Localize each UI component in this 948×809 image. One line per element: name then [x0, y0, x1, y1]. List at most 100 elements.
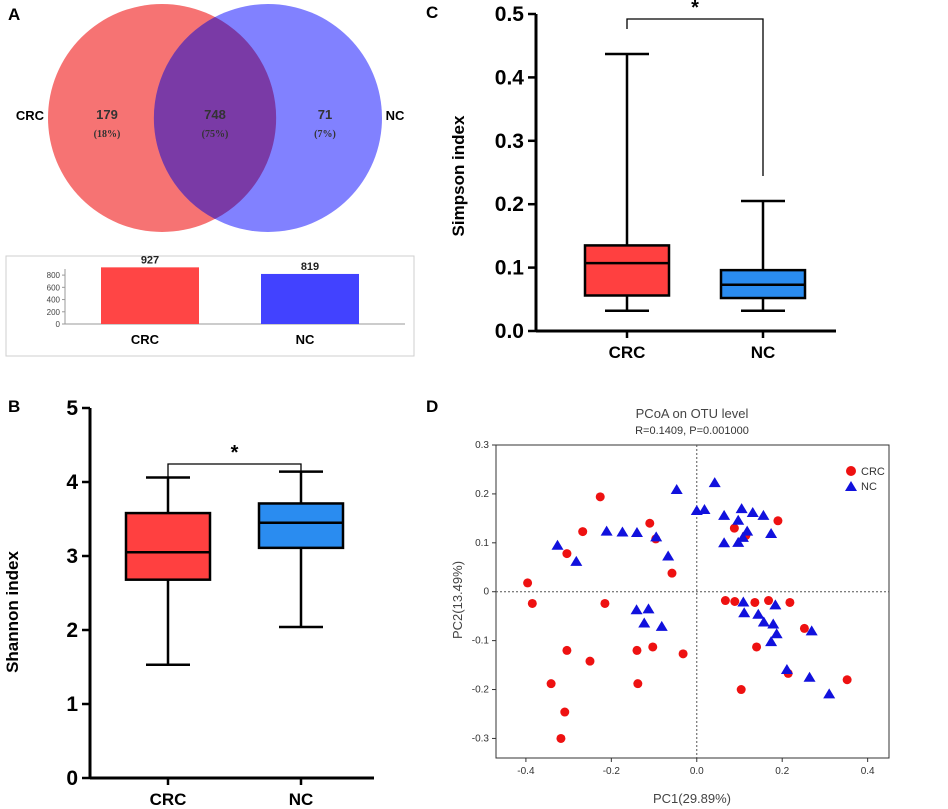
point-crc	[645, 518, 655, 528]
point-nc	[757, 509, 770, 520]
panel-label-c: C	[426, 3, 438, 22]
y-axis-title-c: Simpson index	[449, 115, 468, 236]
bar-nc	[261, 273, 359, 324]
y-tick-label: 0.0	[495, 320, 524, 343]
y-tick-label: 0.4	[495, 66, 525, 89]
significance-star: *	[691, 0, 699, 19]
point-nc	[638, 617, 651, 628]
point-nc	[741, 525, 754, 536]
bar-y-tick-label: 0	[56, 320, 61, 329]
point-crc	[729, 523, 739, 533]
point-nc	[662, 550, 675, 561]
bar-crc	[101, 267, 199, 324]
plot-c: 0.0 0.1 0.2 0.3 0.4 0.5 CRC NC *	[495, 0, 836, 362]
y-tick-label: 0.5	[495, 3, 525, 26]
venn-value-crc-only: 179	[96, 107, 118, 122]
point-nc	[708, 477, 721, 488]
legend-label-nc: NC	[861, 481, 877, 493]
point-crc	[750, 597, 760, 607]
chart-subtitle-d: R=0.1409, P=0.001000	[635, 425, 749, 437]
box-crc	[124, 511, 212, 581]
y-tick-label: 3	[66, 545, 78, 568]
point-nc	[736, 531, 749, 542]
point-nc	[718, 509, 731, 520]
venn-percent-nc-only: (7%)	[314, 129, 336, 140]
point-crc	[585, 656, 595, 666]
x-tick-label-d: -0.2	[603, 766, 621, 777]
significance-star: *	[231, 442, 239, 464]
y-tick-label: 1	[66, 693, 78, 716]
y-tick-label: 4	[66, 471, 78, 494]
y-tick-label: 0.2	[495, 193, 524, 216]
bar-x-label-nc: NC	[296, 332, 315, 347]
bar-value-label-nc: 819	[301, 261, 319, 273]
point-nc	[757, 616, 770, 627]
venn-set-label-nc: NC	[386, 108, 405, 123]
point-nc	[655, 620, 668, 631]
y-tick-label-d: -0.2	[472, 685, 490, 696]
point-crc	[600, 598, 610, 608]
y-tick-label-d: -0.1	[472, 636, 490, 647]
point-crc	[546, 679, 556, 689]
plot-frame-d	[495, 444, 890, 759]
y-tick-label-d: 0.3	[475, 440, 489, 451]
point-nc	[738, 607, 751, 618]
box-nc	[257, 502, 345, 550]
point-nc	[642, 603, 655, 614]
bar-y-tick-label: 200	[47, 308, 61, 317]
point-crc	[785, 597, 795, 607]
point-crc	[842, 675, 852, 685]
venn-value-nc-only: 71	[318, 107, 332, 122]
y-axis-title-b: Shannon index	[3, 551, 22, 673]
point-nc	[823, 688, 836, 699]
x-tick-label-d: 0.4	[861, 766, 875, 777]
venn-percent-shared: (75%)	[202, 129, 229, 140]
y-tick-label: 5	[66, 397, 78, 420]
point-crc	[720, 596, 730, 606]
bar-x-label-crc: CRC	[131, 332, 160, 347]
y-tick-label-d: 0.2	[475, 489, 489, 500]
point-crc	[736, 685, 746, 695]
bar-inset-frame	[5, 255, 415, 357]
venn-percent-crc-only: (18%)	[94, 129, 121, 140]
x-tick-label-nc: NC	[751, 343, 776, 362]
point-nc	[752, 608, 765, 619]
panel-label-d: D	[426, 397, 438, 416]
point-nc	[600, 525, 613, 536]
point-crc	[632, 645, 642, 655]
point-nc	[765, 528, 778, 539]
point-crc	[730, 597, 740, 606]
legend-label-crc: CRC	[861, 466, 885, 478]
point-crc	[773, 516, 783, 526]
point-nc	[670, 483, 683, 494]
point-crc	[562, 549, 572, 559]
point-crc	[523, 578, 533, 588]
point-crc	[578, 527, 588, 537]
point-nc	[551, 539, 564, 550]
bar-chart-a: 0 200 400 600 800 927 CRC 819 NC	[47, 254, 405, 347]
x-tick-label-d: 0.0	[690, 766, 704, 777]
panel-label-b: B	[8, 397, 20, 416]
point-nc	[735, 503, 748, 514]
panel-a: A CRC NC 179 (18%) 748 (75%) 71 (7%) 0 20…	[5, 4, 415, 357]
point-nc	[765, 636, 778, 647]
y-tick-label: 0.3	[495, 130, 524, 153]
y-axis-title-d: PC2(13.49%)	[450, 561, 465, 639]
point-crc	[562, 645, 572, 655]
venn-overlap	[153, 17, 277, 219]
x-tick-label-crc: CRC	[609, 343, 646, 362]
panel-d: D PCoA on OTU level R=0.1409, P=0.001000…	[426, 397, 890, 806]
bar-y-tick-label: 400	[47, 296, 61, 305]
point-nc	[698, 504, 711, 515]
point-crc	[667, 568, 677, 578]
point-nc	[737, 596, 750, 607]
point-crc	[648, 642, 658, 652]
point-crc	[560, 707, 570, 717]
point-nc	[732, 536, 745, 547]
panel-b: B Shannon index 0 1 2 3 4 5 CRC NC *	[3, 397, 374, 809]
point-nc	[780, 663, 793, 674]
y-tick-label: 2	[66, 619, 78, 642]
bar-y-tick-label: 800	[47, 271, 61, 280]
point-crc	[527, 598, 537, 608]
plot-b: 0 1 2 3 4 5 CRC NC *	[66, 397, 374, 809]
